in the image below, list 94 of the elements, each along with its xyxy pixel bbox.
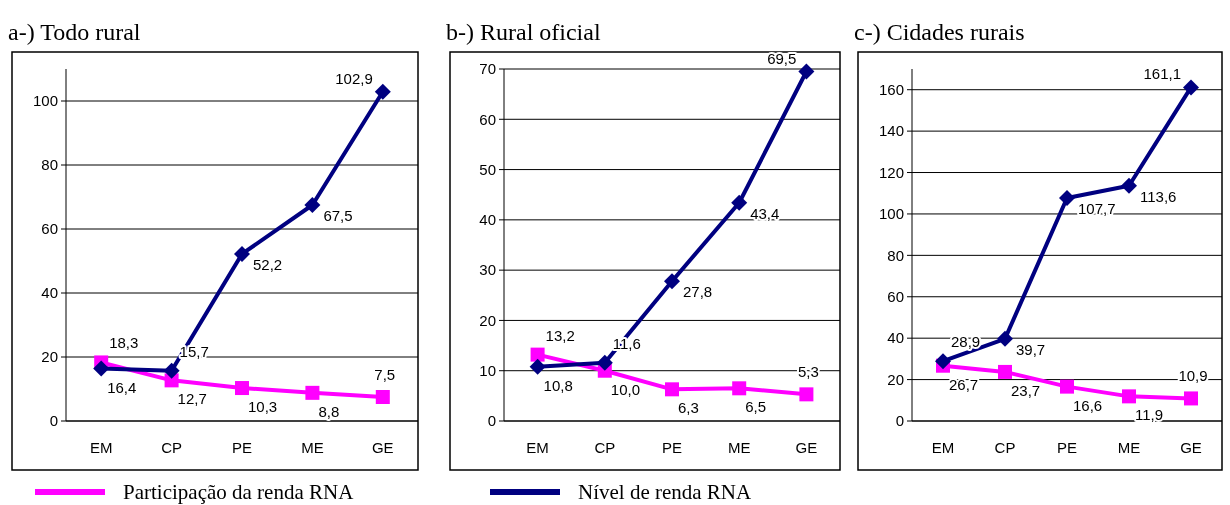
point — [1060, 379, 1074, 394]
data-label: 18,3 — [109, 334, 139, 352]
point — [799, 387, 814, 402]
data-label: 23,7 — [1011, 381, 1041, 399]
point — [664, 273, 680, 290]
point — [235, 381, 249, 396]
point — [530, 347, 545, 362]
x-tick-label: GE — [795, 439, 818, 456]
x-tick-label: ME — [301, 439, 324, 456]
point — [163, 362, 180, 379]
data-label: 16,4 — [107, 378, 137, 396]
data-label: 69,5 — [767, 49, 797, 67]
point — [234, 245, 250, 262]
data-label: 107,7 — [1078, 200, 1116, 217]
data-label: 10,8 — [543, 376, 573, 394]
point — [998, 364, 1012, 379]
point — [375, 390, 390, 404]
point — [596, 354, 613, 371]
legend-label: Nível de renda RNA — [578, 480, 753, 504]
y-tick-label: 0 — [895, 412, 904, 430]
y-tick-label: 60 — [479, 110, 496, 128]
point — [305, 385, 320, 400]
y-tick-label: 60 — [41, 220, 58, 238]
y-tick-label: 100 — [32, 92, 58, 110]
data-label: 16,6 — [1073, 396, 1103, 414]
chart-title: c-) Cidades rurais — [854, 19, 1025, 45]
y-tick-label: 140 — [878, 122, 904, 140]
point — [93, 360, 110, 377]
y-tick-label: 60 — [887, 288, 904, 306]
data-label: 11,9 — [1135, 406, 1164, 424]
y-tick-label: 40 — [41, 284, 58, 302]
y-tick-label: 20 — [887, 370, 904, 388]
x-tick-label: CP — [994, 439, 1016, 456]
x-tick-label: PE — [231, 439, 253, 456]
x-tick-label: GE — [1180, 439, 1202, 456]
data-label: 39,7 — [1016, 340, 1046, 358]
data-label: 7,5 — [374, 366, 396, 383]
point — [935, 353, 951, 370]
point — [732, 381, 747, 396]
x-tick-label: GE — [371, 439, 394, 456]
x-tick-label: EM — [526, 439, 549, 456]
data-label: 8,8 — [318, 402, 340, 420]
data-label: 161,1 — [1143, 65, 1181, 83]
point — [665, 382, 679, 397]
y-tick-label: 0 — [487, 412, 496, 430]
point — [529, 358, 546, 375]
point — [1183, 79, 1199, 96]
y-tick-label: 10 — [479, 361, 496, 379]
data-label: 13,2 — [545, 326, 575, 344]
y-tick-label: 20 — [41, 348, 58, 366]
x-tick-label: PE — [661, 439, 683, 456]
y-tick-label: 80 — [887, 246, 904, 264]
point — [1184, 391, 1198, 406]
x-tick-label: ME — [1117, 439, 1141, 456]
data-label: 6,5 — [745, 398, 767, 416]
chart-title: b-) Rural oficial — [446, 19, 601, 45]
data-label: 43,4 — [750, 204, 780, 222]
point — [1059, 190, 1075, 206]
data-label: 10,3 — [248, 398, 278, 416]
data-label: 27,8 — [683, 283, 713, 301]
x-tick-label: PE — [1056, 439, 1078, 456]
point — [1122, 389, 1136, 404]
point — [997, 330, 1013, 347]
data-label: 6,3 — [678, 399, 699, 417]
data-label: 52,2 — [253, 255, 283, 273]
y-tick-label: 40 — [887, 329, 904, 347]
data-label: 113,6 — [1140, 187, 1177, 205]
y-tick-label: 160 — [878, 80, 904, 98]
x-tick-label: ME — [727, 439, 751, 456]
y-tick-label: 80 — [41, 156, 58, 174]
x-tick-label: CP — [161, 439, 183, 456]
point — [304, 197, 321, 213]
point — [798, 63, 815, 80]
y-tick-label: 100 — [878, 205, 904, 223]
x-tick-label: EM — [931, 439, 955, 456]
point — [731, 194, 748, 211]
data-label: 102,9 — [335, 69, 373, 87]
x-tick-label: EM — [89, 439, 113, 456]
y-tick-label: 40 — [479, 211, 496, 229]
point — [374, 83, 391, 100]
data-label: 10,0 — [610, 380, 640, 398]
x-tick-label: CP — [594, 439, 616, 456]
y-tick-label: 20 — [479, 311, 496, 329]
y-tick-label: 120 — [878, 163, 904, 181]
data-label: 12,7 — [177, 390, 207, 408]
y-tick-label: 30 — [479, 261, 496, 279]
y-tick-label: 0 — [49, 412, 58, 430]
legend-label: Participação da renda RNA — [123, 480, 355, 504]
point — [1121, 177, 1137, 194]
chart-title: a-) Todo rural — [8, 19, 141, 45]
data-label: 67,5 — [323, 207, 353, 224]
data-label: 26,7 — [949, 375, 979, 393]
y-tick-label: 50 — [479, 160, 496, 178]
y-tick-label: 70 — [479, 60, 496, 78]
